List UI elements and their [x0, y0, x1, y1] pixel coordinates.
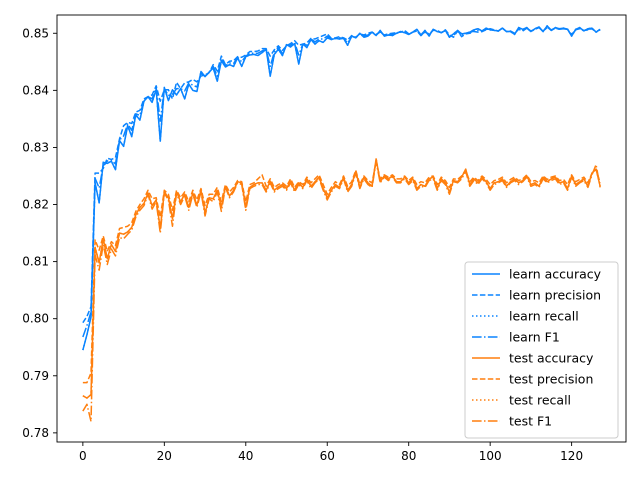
- y-tick-label: 0.85: [22, 26, 49, 40]
- series-layer: [82, 25, 601, 423]
- series-line-test-f1: [82, 160, 601, 423]
- x-tick-label: 100: [479, 449, 502, 463]
- x-axis: 0 20 40 60 80 100 120: [79, 442, 583, 463]
- y-tick-label: 0.79: [22, 369, 49, 383]
- legend-label: learn accuracy: [509, 267, 602, 282]
- plot-frame: [56, 14, 627, 443]
- legend-label: test precision: [509, 372, 593, 387]
- legend-label: learn recall: [509, 309, 579, 324]
- x-tick-label: 40: [238, 449, 253, 463]
- series-line-learn-f1: [82, 26, 601, 338]
- x-tick-label: 0: [79, 449, 87, 463]
- legend-label: test accuracy: [509, 351, 594, 366]
- y-tick-label: 0.84: [22, 83, 49, 97]
- y-tick-label: 0.83: [22, 140, 49, 154]
- y-tick-label: 0.78: [22, 426, 49, 440]
- x-tick-label: 120: [560, 449, 583, 463]
- x-tick-label: 60: [320, 449, 335, 463]
- legend-label: learn F1: [509, 330, 560, 345]
- x-tick-label: 20: [157, 449, 172, 463]
- legend-label: test recall: [509, 393, 571, 408]
- legend: learn accuracy learn precision learn recal…: [464, 261, 619, 439]
- y-tick-label: 0.80: [22, 312, 49, 326]
- legend-box: [464, 261, 619, 439]
- y-axis: 0.78 0.79 0.80 0.81 0.82 0.83 0.84 0.85: [22, 26, 57, 440]
- legend-label: learn precision: [509, 288, 601, 303]
- y-tick-label: 0.81: [22, 255, 49, 269]
- series-line-learn-recall: [82, 25, 601, 351]
- x-tick-label: 80: [401, 449, 416, 463]
- y-tick-label: 0.82: [22, 198, 49, 212]
- legend-label: test F1: [509, 414, 552, 429]
